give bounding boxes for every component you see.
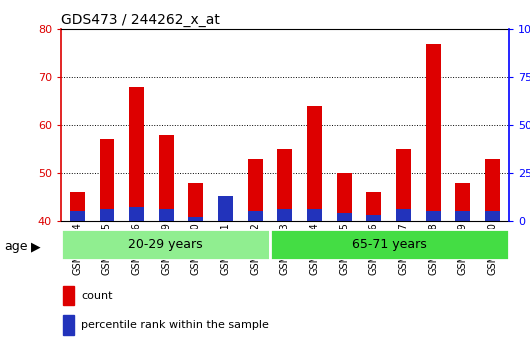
Bar bbox=[63, 315, 74, 335]
Bar bbox=[366, 215, 381, 221]
Bar bbox=[278, 209, 292, 221]
Bar bbox=[455, 211, 470, 221]
Bar bbox=[307, 106, 322, 221]
Bar bbox=[100, 209, 114, 221]
Bar bbox=[189, 183, 204, 221]
Text: 65-71 years: 65-71 years bbox=[352, 238, 427, 252]
Bar bbox=[218, 216, 233, 221]
Bar bbox=[278, 149, 292, 221]
Bar bbox=[396, 209, 411, 221]
Text: GDS473 / 244262_x_at: GDS473 / 244262_x_at bbox=[61, 13, 220, 27]
Bar bbox=[337, 213, 351, 221]
Text: count: count bbox=[82, 291, 113, 300]
Bar bbox=[307, 209, 322, 221]
Bar bbox=[70, 211, 85, 221]
Bar bbox=[337, 173, 351, 221]
Bar bbox=[129, 87, 144, 221]
Bar bbox=[426, 211, 440, 221]
FancyBboxPatch shape bbox=[270, 229, 509, 260]
Bar bbox=[366, 192, 381, 221]
Bar bbox=[426, 44, 440, 221]
Bar bbox=[396, 149, 411, 221]
Text: ▶: ▶ bbox=[31, 241, 40, 254]
Text: 20-29 years: 20-29 years bbox=[128, 238, 203, 252]
Bar bbox=[248, 211, 263, 221]
Bar bbox=[129, 207, 144, 221]
Bar bbox=[70, 192, 85, 221]
Text: percentile rank within the sample: percentile rank within the sample bbox=[82, 320, 269, 330]
Bar bbox=[218, 196, 233, 221]
Bar bbox=[63, 286, 74, 306]
Bar bbox=[189, 217, 204, 221]
Bar bbox=[159, 209, 174, 221]
Text: age: age bbox=[4, 240, 28, 253]
Bar bbox=[485, 159, 500, 221]
Bar bbox=[159, 135, 174, 221]
FancyBboxPatch shape bbox=[61, 229, 270, 260]
Bar bbox=[485, 211, 500, 221]
Bar bbox=[455, 183, 470, 221]
Bar bbox=[100, 139, 114, 221]
Bar bbox=[248, 159, 263, 221]
